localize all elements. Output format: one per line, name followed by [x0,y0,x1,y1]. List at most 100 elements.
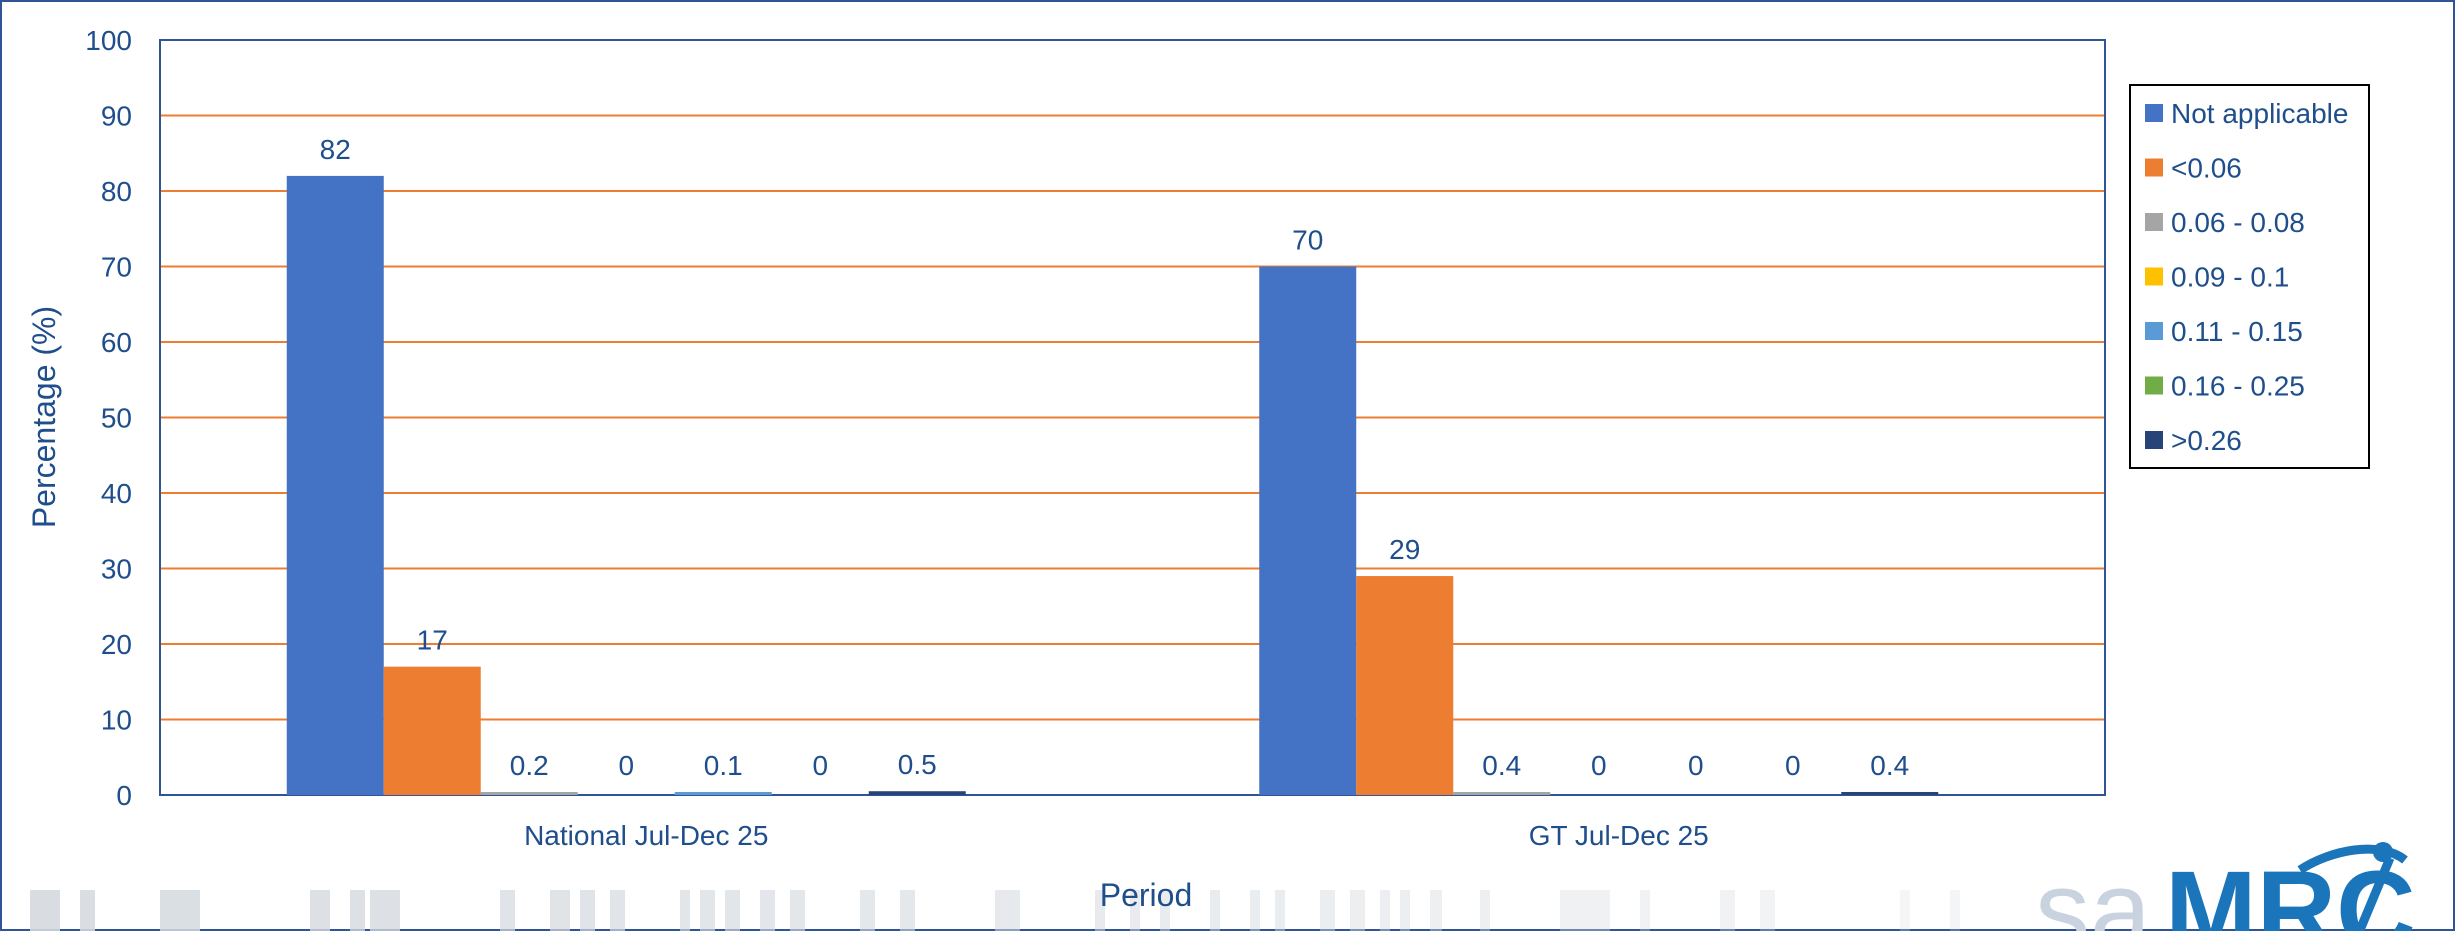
watermark-bar [310,890,330,931]
y-tick-label: 100 [85,25,132,56]
y-tick-label: 70 [101,252,132,283]
data-label: 0 [1591,750,1607,781]
watermark-bar [1095,890,1105,931]
watermark-bar [1760,890,1775,931]
bar [674,792,772,795]
watermark-bar [995,890,1010,931]
x-axis-title: Period [1100,877,1193,913]
watermark-bar [1950,890,1960,931]
bar [1841,791,1939,795]
legend-swatch [2145,158,2163,177]
legend-label: 0.09 - 0.1 [2171,262,2289,293]
watermark-bar [550,890,570,931]
data-label: 70 [1292,225,1323,256]
bar [1259,266,1357,795]
y-tick-label: 90 [101,101,132,132]
legend-swatch [2145,376,2163,395]
bar [868,791,966,795]
watermark-bar [1210,890,1220,931]
watermark-bar [80,890,95,931]
barcode-watermark [30,890,1960,931]
watermark-bar [860,890,875,931]
legend-swatch [2145,213,2163,231]
legend-label: >0.26 [2171,425,2242,456]
watermark-bar [350,890,365,931]
watermark-bar [370,890,400,931]
watermark-bar [500,890,515,931]
bar [1356,576,1454,795]
legend: Not applicable <0.06 0.06 - 0.08 0.09 - 0.1… [2129,84,2370,469]
y-tick-label: 20 [101,629,132,660]
legend-swatch [2145,322,2163,340]
legend-box [2129,84,2370,469]
watermark-bar [680,890,690,931]
data-label: 0 [1688,750,1704,781]
watermark-bar [1130,890,1140,931]
x-category-label: GT Jul-Dec 25 [1529,820,1709,851]
y-tick-label: 60 [101,327,132,358]
y-axis-title: Percentage (%) [26,306,62,528]
data-label: 0.2 [510,750,549,781]
legend-label: 0.11 - 0.15 [2171,316,2303,347]
data-label: 0 [618,750,634,781]
x-axis-category-labels: National Jul-Dec 25 GT Jul-Dec 25 [524,820,1709,851]
y-tick-label: 10 [101,705,132,736]
y-axis-tick-labels: 0 10 20 30 40 50 60 70 80 90 100 [85,25,132,811]
watermark-bar [900,890,915,931]
bars [286,175,1939,795]
y-tick-label: 0 [116,780,132,811]
data-label: 0.5 [898,749,937,780]
bar [383,666,481,795]
watermark-bar [1640,890,1650,931]
watermark-bar [160,890,200,931]
watermark-bar [1250,890,1260,931]
watermark-bar [1480,890,1490,931]
watermark-bar [610,890,625,931]
samrc-logo: sa MRC [2035,842,2416,931]
samrc-logo-icon [2297,844,2408,931]
legend-swatch [2145,431,2163,449]
samrc-logo-sa: sa [2035,849,2152,931]
y-tick-label: 50 [101,403,132,434]
samrc-logo-dot [2373,842,2393,862]
data-label: 0.1 [704,750,743,781]
data-label: 0.4 [1870,750,1909,781]
watermark-bar [30,890,60,931]
legend-swatch [2145,104,2163,122]
data-labels: 82 17 0.2 0 0.1 0 0.5 70 29 0.4 0 0 0 0.4 [320,134,1910,781]
watermark-bar [1400,890,1410,931]
data-label: 82 [320,134,351,165]
watermark-bar [760,890,775,931]
legend-label: <0.06 [2171,153,2242,184]
watermark-bar [580,890,595,931]
bar [480,792,578,795]
data-label: 0 [812,750,828,781]
watermark-bar [1380,890,1390,931]
bar [1453,791,1551,795]
data-label: 0.4 [1482,750,1521,781]
watermark-bar [1900,890,1910,931]
watermark-bar [1720,890,1735,931]
watermark-bar [1560,890,1610,931]
data-label: 17 [417,625,448,656]
watermark-bar [700,890,715,931]
legend-label: 0.16 - 0.25 [2171,371,2305,402]
watermark-bar [1010,890,1020,931]
y-tick-label: 80 [101,176,132,207]
watermark-bar [1275,890,1285,931]
watermark-bar [1160,890,1170,931]
watermark-bar [790,890,805,931]
legend-label: Not applicable [2171,98,2348,129]
data-label: 0 [1785,750,1801,781]
legend-label: 0.06 - 0.08 [2171,207,2305,238]
y-tick-label: 40 [101,478,132,509]
watermark-bar [1320,890,1335,931]
data-label: 29 [1389,534,1420,565]
watermark-bar [1430,890,1442,931]
watermark-bar [1350,890,1365,931]
x-category-label: National Jul-Dec 25 [524,820,768,851]
plot-area-border [159,39,2106,796]
legend-swatch [2145,267,2163,286]
